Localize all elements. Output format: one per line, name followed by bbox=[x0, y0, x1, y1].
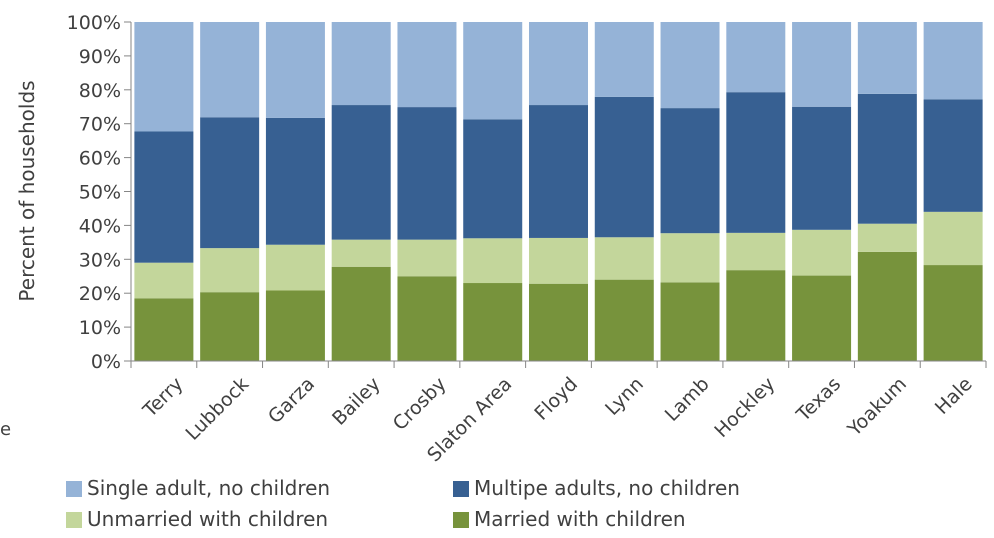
y-tick-label: 10% bbox=[79, 317, 121, 339]
bar-segment bbox=[463, 283, 523, 361]
bar-segment bbox=[265, 290, 325, 361]
legend-swatch bbox=[66, 481, 82, 497]
bar-segment bbox=[265, 117, 325, 245]
x-tick-label: Hockley bbox=[710, 373, 779, 442]
bar-segment bbox=[134, 298, 194, 361]
x-tick-label: Lubbock bbox=[181, 373, 253, 445]
bar-segment bbox=[463, 119, 523, 239]
bar-segment bbox=[660, 108, 720, 234]
bar-segment bbox=[200, 22, 260, 118]
legend-label: Multipe adults, no children bbox=[474, 476, 740, 500]
bar-segment bbox=[594, 96, 654, 238]
y-tick-label: 70% bbox=[79, 114, 121, 136]
x-tick-label: Yoakum bbox=[843, 373, 911, 441]
legend-swatch bbox=[453, 481, 469, 497]
bar-segment bbox=[857, 22, 917, 94]
bar-segment bbox=[463, 22, 523, 120]
bar-segment bbox=[200, 292, 260, 361]
bar-segment bbox=[331, 239, 391, 267]
legend-label: Single adult, no children bbox=[87, 476, 330, 500]
bar-segment bbox=[331, 266, 391, 361]
y-tick-label: 100% bbox=[67, 12, 121, 34]
legend-label: Married with children bbox=[474, 507, 686, 531]
y-axis: 0% 10% 20% 30% 40% 50% 60% 70% 80% 90% 100% bbox=[67, 12, 132, 373]
x-tick-label: Floyd bbox=[530, 373, 582, 425]
bar-segment bbox=[200, 117, 260, 249]
bar-segment bbox=[529, 22, 588, 106]
y-tick-label: 80% bbox=[79, 80, 121, 102]
bar-segment bbox=[792, 22, 852, 107]
y-axis-title: Percent of households bbox=[15, 80, 39, 301]
bar-segment bbox=[726, 92, 786, 233]
bar-segment bbox=[529, 237, 588, 284]
bar-segment bbox=[923, 265, 983, 361]
x-tick-label: Texas bbox=[792, 373, 845, 426]
bar-segment bbox=[397, 22, 457, 108]
cropped-edge-text: e bbox=[0, 419, 11, 440]
legend-swatch bbox=[453, 512, 469, 528]
bar-segment bbox=[594, 237, 654, 280]
x-tick-label: Hale bbox=[931, 373, 977, 419]
bar-segment bbox=[857, 93, 917, 224]
bar-segment bbox=[529, 105, 588, 238]
legend-label: Unmarried with children bbox=[87, 507, 328, 531]
bar-segment bbox=[397, 239, 457, 277]
bar-segment bbox=[726, 270, 786, 361]
bar-segment bbox=[134, 131, 194, 263]
bar-segment bbox=[200, 248, 260, 293]
y-tick-label: 0% bbox=[91, 351, 121, 373]
bar-segment bbox=[726, 22, 786, 93]
bar-segment bbox=[265, 22, 325, 118]
bar-segment bbox=[134, 262, 194, 299]
x-tick-label: Bailey bbox=[328, 373, 385, 430]
bar-segment bbox=[397, 276, 457, 361]
y-tick-label: 20% bbox=[79, 283, 121, 305]
legend-swatch bbox=[66, 512, 82, 528]
bar-segment bbox=[660, 22, 720, 109]
y-tick-label: 40% bbox=[79, 215, 121, 237]
bar-segment bbox=[857, 223, 917, 252]
y-tick-label: 90% bbox=[79, 46, 121, 68]
x-tick-label: Lamb bbox=[661, 373, 714, 426]
bar-segment bbox=[792, 106, 852, 230]
x-tick-label: Lynn bbox=[601, 373, 648, 420]
x-tick-label: Terry bbox=[138, 373, 187, 422]
y-tick-label: 50% bbox=[79, 182, 121, 204]
bar-segment bbox=[134, 22, 194, 132]
bar-segment bbox=[265, 244, 325, 291]
bar-segment bbox=[792, 229, 852, 276]
bar-segment bbox=[923, 99, 983, 212]
bar-segment bbox=[529, 283, 588, 361]
bar-segment bbox=[660, 233, 720, 283]
x-tick-label: Crosby bbox=[389, 373, 451, 435]
bars bbox=[134, 22, 983, 361]
bar-segment bbox=[331, 105, 391, 240]
x-tick-label: Garza bbox=[264, 373, 319, 428]
bar-segment bbox=[397, 107, 457, 240]
bar-segment bbox=[594, 279, 654, 361]
bar-segment bbox=[923, 22, 983, 100]
bar-segment bbox=[923, 211, 983, 266]
y-tick-label: 60% bbox=[79, 148, 121, 170]
bar-segment bbox=[726, 232, 786, 271]
y-tick-label: 30% bbox=[79, 249, 121, 271]
bar-segment bbox=[331, 22, 391, 106]
bar-segment bbox=[792, 275, 852, 361]
bar-segment bbox=[463, 238, 523, 284]
legend: Single adult, no children Multipe adults,… bbox=[66, 476, 740, 531]
bar-segment bbox=[660, 282, 720, 361]
bar-segment bbox=[857, 251, 917, 361]
bar-segment bbox=[594, 22, 654, 97]
